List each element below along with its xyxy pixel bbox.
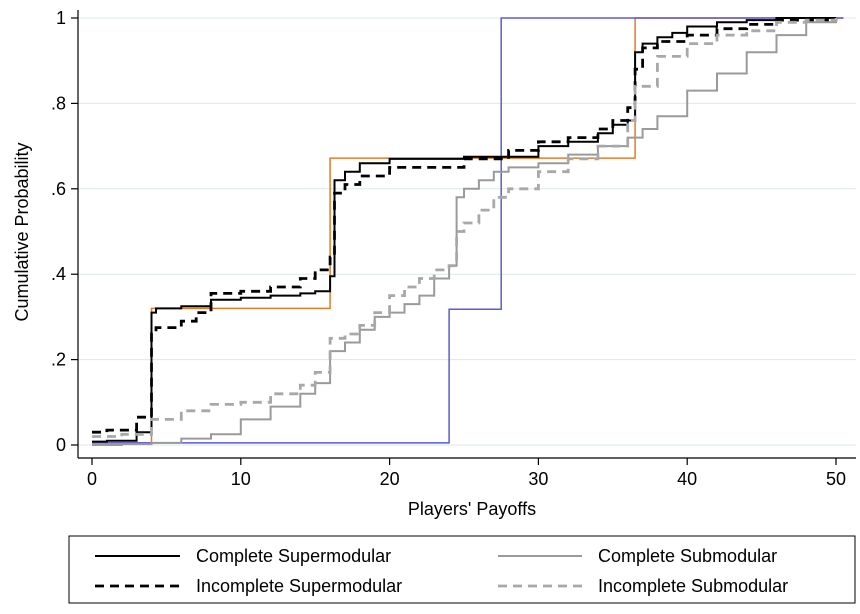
y-tick-label: .2 xyxy=(51,350,66,370)
x-tick-label: 20 xyxy=(380,469,400,489)
series-complete-supermodular xyxy=(92,17,836,443)
x-tick-label: 50 xyxy=(826,469,846,489)
x-tick-label: 10 xyxy=(231,469,251,489)
y-axis-title: Cumulative Probability xyxy=(12,142,32,321)
series-incomplete-supermodular xyxy=(92,18,838,434)
legend-label: Complete Submodular xyxy=(598,546,777,566)
legend-label: Complete Supermodular xyxy=(196,546,391,566)
x-tick-label: 0 xyxy=(87,469,97,489)
legend-label: Incomplete Supermodular xyxy=(196,576,402,596)
reference-line-5 xyxy=(92,17,844,444)
legend: Complete Supermodular Incomplete Supermod… xyxy=(68,535,856,604)
legend-label: Incomplete Submodular xyxy=(598,576,788,596)
y-tick-label: .6 xyxy=(51,179,66,199)
y-tick-label: 1 xyxy=(56,8,66,28)
axes: 0.2.4.6.810 10 20 30 40 50 xyxy=(51,8,856,489)
series-lines xyxy=(92,17,844,446)
x-tick-label: 30 xyxy=(528,469,548,489)
y-tick-label: .4 xyxy=(51,264,66,284)
legend-box xyxy=(68,535,856,604)
x-tick-label: 40 xyxy=(677,469,697,489)
y-tick-label: .8 xyxy=(51,93,66,113)
series-incomplete-submodular xyxy=(92,18,838,438)
y-tick-label: 0 xyxy=(56,435,66,455)
x-axis-title: Players' Payoffs xyxy=(408,499,536,519)
